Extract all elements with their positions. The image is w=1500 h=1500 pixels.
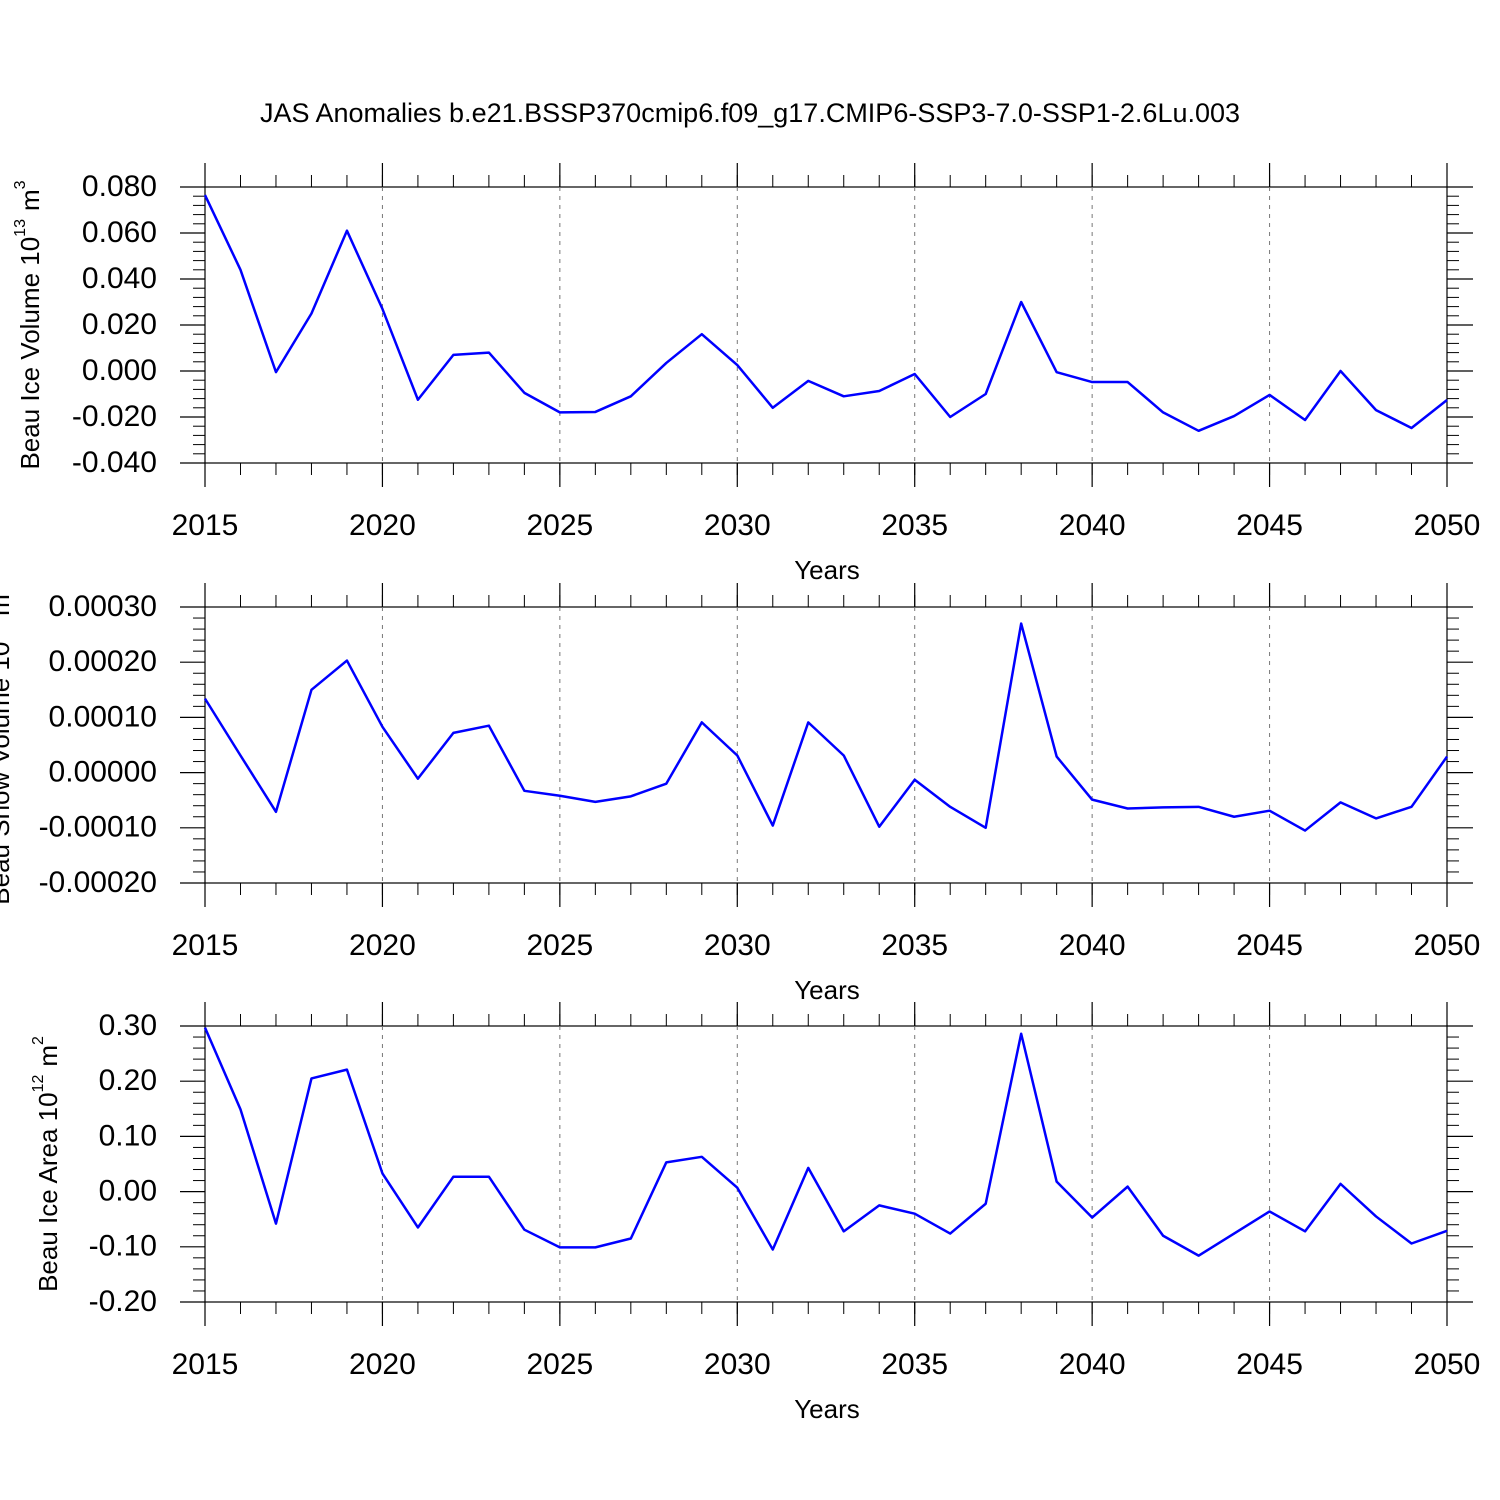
x-tick-label: 2040 (1059, 509, 1126, 542)
x-tick-label: 2045 (1236, 929, 1303, 962)
x-axis-label: Years (794, 1394, 860, 1424)
y-tick-label: 0.30 (99, 1009, 157, 1042)
y-axis-label-exponent: 13 (12, 219, 29, 237)
chart-title: JAS Anomalies b.e21.BSSP370cmip6.f09_g17… (260, 98, 1240, 128)
y-axis-label-unit: m (0, 594, 15, 616)
x-tick-label: 2025 (526, 929, 593, 962)
y-tick-label: 0.080 (82, 170, 157, 203)
y-tick-label: 0.00020 (49, 645, 157, 678)
y-tick-label: 0.20 (99, 1064, 157, 1097)
x-tick-label: 2035 (881, 1348, 948, 1381)
y-axis-label-text: Beau Ice Area 10 (33, 1092, 63, 1291)
data-line (203, 1027, 1448, 1257)
x-tick-label: 2050 (1414, 929, 1481, 962)
y-axis-label-text: Beau Ice Volume 10 (15, 237, 45, 470)
data-line (203, 194, 1448, 433)
x-tick-label: 2025 (526, 509, 593, 542)
y-tick-label: 0.00030 (49, 590, 157, 623)
x-tick-label: 2045 (1236, 1348, 1303, 1381)
plot-frame (204, 1025, 1448, 1303)
x-tick-label: 2035 (881, 509, 948, 542)
y-tick-label: 0.000 (82, 354, 157, 387)
x-tick-label: 2050 (1414, 1348, 1481, 1381)
y-tick-label: -0.040 (72, 446, 157, 479)
y-tick-label: 0.00000 (49, 756, 157, 789)
y-axis-label-unit: m (33, 1045, 63, 1067)
x-tick-label: 2030 (704, 929, 771, 962)
y-tick-label: 0.00 (99, 1175, 157, 1208)
x-tick-label: 2035 (881, 929, 948, 962)
y-axis-label-exponent: 12 (30, 1075, 47, 1093)
y-axis-label-unit: m (15, 189, 45, 211)
y-tick-label: -0.20 (89, 1285, 157, 1318)
y-tick-label: 0.040 (82, 262, 157, 295)
x-tick-label: 2040 (1059, 929, 1126, 962)
x-tick-label: 2020 (349, 509, 416, 542)
y-axis-label-unit-exponent: 3 (12, 180, 29, 189)
y-tick-label: 0.060 (82, 216, 157, 249)
y-tick-label: -0.10 (89, 1230, 157, 1263)
y-tick-label: 0.020 (82, 308, 157, 341)
y-axis-label-unit-exponent: 2 (30, 1036, 47, 1045)
x-axis-label: Years (794, 555, 860, 585)
y-axis-label: Beau Ice Area 1012 m2 (30, 1036, 63, 1292)
data-line (203, 622, 1449, 832)
plot-frame (204, 186, 1448, 464)
y-axis-label: Beau Ice Volume 1013 m3 (12, 180, 45, 469)
y-tick-label: 0.10 (99, 1119, 157, 1152)
x-tick-label: 2050 (1414, 509, 1481, 542)
plot-frame (204, 606, 1448, 884)
y-axis-label-text: Beau Snow Volume 10 (0, 642, 15, 905)
x-tick-label: 2015 (172, 509, 239, 542)
x-tick-label: 2025 (526, 1348, 593, 1381)
x-tick-label: 2030 (704, 1348, 771, 1381)
y-tick-label: 0.00010 (49, 700, 157, 733)
x-tick-label: 2015 (172, 929, 239, 962)
x-tick-label: 2040 (1059, 1348, 1126, 1381)
x-tick-label: 2015 (172, 1348, 239, 1381)
x-tick-label: 2030 (704, 509, 771, 542)
x-tick-label: 2020 (349, 1348, 416, 1381)
y-tick-label: -0.020 (72, 400, 157, 433)
y-tick-label: -0.00020 (39, 866, 157, 899)
x-axis-label: Years (794, 975, 860, 1005)
x-tick-label: 2020 (349, 929, 416, 962)
y-tick-label: -0.00010 (39, 811, 157, 844)
y-axis-label: Beau Snow Volume 1013m3 (0, 585, 15, 905)
x-tick-label: 2045 (1236, 509, 1303, 542)
